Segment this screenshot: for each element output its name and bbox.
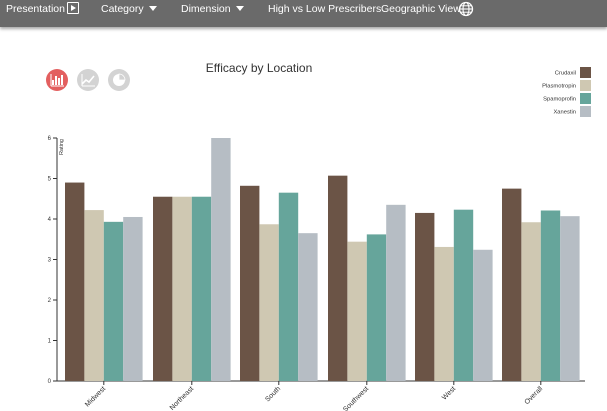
bar-chart-button[interactable] bbox=[46, 69, 68, 91]
bar-chart-icon bbox=[50, 74, 64, 87]
pie-chart-button[interactable] bbox=[108, 69, 130, 91]
line-chart-icon bbox=[81, 74, 95, 87]
legend-swatch-spamoprofin bbox=[580, 93, 591, 104]
bar-plasmotropin-southwest bbox=[347, 241, 367, 381]
geographic-view-link[interactable]: Geographic View bbox=[381, 3, 461, 15]
y-tick-label: 6 bbox=[48, 136, 52, 142]
play-icon[interactable] bbox=[67, 2, 79, 14]
bar-spamoprofin-northeast bbox=[191, 196, 212, 381]
y-tick-label: 4 bbox=[48, 217, 52, 223]
bar-crudaxil-southwest bbox=[328, 175, 348, 381]
bar-xanestin-south bbox=[298, 233, 318, 381]
top-nav-bar: Presentation Category Dimension High vs … bbox=[0, 0, 607, 27]
legend-label-plasmotropin: Plasmotropin bbox=[542, 84, 576, 90]
bar-plasmotropin-overall bbox=[521, 222, 541, 381]
presentation-menu[interactable]: Presentation bbox=[6, 3, 65, 15]
bar-spamoprofin-southwest bbox=[366, 234, 387, 381]
legend-swatch-crudaxil bbox=[580, 67, 591, 78]
y-axis-label: Rating bbox=[59, 139, 65, 155]
bar-spamoprofin-west bbox=[453, 209, 474, 381]
x-tick-label: Southwest bbox=[342, 385, 370, 411]
y-tick-label: 5 bbox=[48, 177, 52, 183]
bar-plasmotropin-south bbox=[259, 224, 279, 381]
legend-label-spamoprofin: Spamoprofin bbox=[543, 97, 576, 103]
y-tick-label: 3 bbox=[48, 258, 52, 264]
bar-xanestin-southwest bbox=[386, 204, 406, 381]
bar-crudaxil-northeast bbox=[153, 196, 173, 381]
legend-label-xanestin: Xanestin bbox=[553, 110, 576, 116]
bar-crudaxil-west bbox=[415, 212, 435, 381]
chevron-down-icon[interactable] bbox=[236, 6, 244, 11]
category-menu[interactable]: Category bbox=[101, 3, 144, 15]
chevron-down-icon[interactable] bbox=[149, 6, 157, 11]
bar-crudaxil-overall bbox=[502, 188, 522, 381]
x-tick-label: Midwest bbox=[84, 385, 107, 408]
x-tick-label: West bbox=[441, 385, 457, 401]
chart-title: Efficacy by Location bbox=[205, 61, 313, 75]
line-chart-button[interactable] bbox=[77, 69, 99, 91]
x-tick-label: Overall bbox=[524, 385, 545, 406]
x-tick-label: Northeast bbox=[169, 385, 195, 411]
pie-chart-icon bbox=[113, 73, 126, 86]
x-tick-label: South bbox=[264, 385, 282, 403]
bar-spamoprofin-overall bbox=[540, 210, 561, 381]
legend-swatch-xanestin bbox=[580, 106, 591, 117]
dimension-menu[interactable]: Dimension bbox=[181, 3, 231, 15]
bar-xanestin-midwest bbox=[123, 216, 143, 381]
y-tick-label: 2 bbox=[48, 298, 52, 304]
bar-xanestin-west bbox=[473, 249, 493, 381]
high-low-prescribers-link[interactable]: High vs Low Prescribers bbox=[268, 3, 382, 15]
bar-plasmotropin-northeast bbox=[172, 196, 192, 381]
globe-icon[interactable] bbox=[458, 1, 474, 17]
bar-spamoprofin-midwest bbox=[103, 221, 124, 381]
bar-crudaxil-midwest bbox=[65, 182, 85, 381]
bar-spamoprofin-south bbox=[278, 192, 299, 381]
y-tick-label: 0 bbox=[48, 379, 52, 385]
bar-xanestin-overall bbox=[560, 216, 580, 381]
legend-swatch-plasmotropin bbox=[580, 80, 591, 91]
bar-xanestin-northeast bbox=[211, 138, 231, 381]
bar-plasmotropin-midwest bbox=[84, 210, 104, 381]
bar-plasmotropin-west bbox=[434, 246, 454, 381]
legend-label-crudaxil: Crudaxil bbox=[555, 71, 576, 77]
bar-crudaxil-south bbox=[240, 185, 260, 381]
y-tick-label: 1 bbox=[48, 339, 52, 345]
